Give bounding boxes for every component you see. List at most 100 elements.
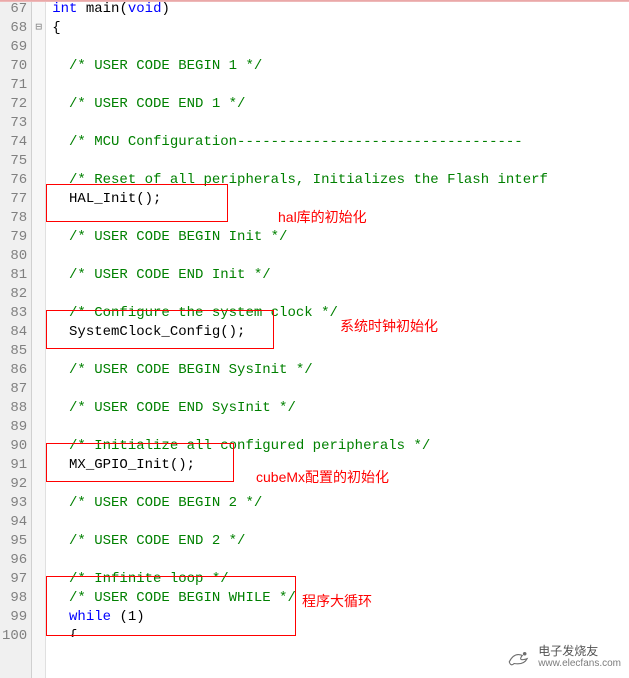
fold-column: ⊟: [32, 0, 46, 678]
code-area[interactable]: int main(void){ /* USER CODE BEGIN 1 */ …: [46, 0, 629, 678]
code-token: /* USER CODE END SysInit */: [52, 400, 296, 416]
code-token: {: [52, 628, 77, 637]
code-token: /* USER CODE BEGIN 2 */: [52, 495, 262, 511]
code-token: /* USER CODE BEGIN 1 */: [52, 58, 262, 74]
code-line[interactable]: /* USER CODE END 2 */: [52, 532, 629, 551]
code-line[interactable]: /* USER CODE BEGIN 2 */: [52, 494, 629, 513]
code-line[interactable]: /* Reset of all peripherals, Initializes…: [52, 171, 629, 190]
fold-marker: [32, 209, 45, 228]
fold-marker: [32, 285, 45, 304]
code-line[interactable]: [52, 152, 629, 171]
code-line[interactable]: HAL_Init();: [52, 190, 629, 209]
fold-marker: [32, 380, 45, 399]
line-number: 88: [2, 399, 27, 418]
code-token: void: [128, 1, 162, 17]
fold-marker: [32, 513, 45, 532]
fold-marker: [32, 76, 45, 95]
fold-marker: [32, 494, 45, 513]
code-token: /* USER CODE BEGIN WHILE */: [52, 590, 296, 606]
line-number: 67: [2, 0, 27, 19]
fold-marker: [32, 304, 45, 323]
watermark-cn: 电子发烧友: [538, 645, 621, 658]
fold-marker: [32, 627, 45, 646]
code-token: HAL_Init();: [52, 191, 161, 207]
fold-marker: [32, 247, 45, 266]
line-number: 97: [2, 570, 27, 589]
line-number: 78: [2, 209, 27, 228]
code-line[interactable]: {: [52, 627, 629, 637]
code-line[interactable]: [52, 513, 629, 532]
code-line[interactable]: /* USER CODE BEGIN 1 */: [52, 57, 629, 76]
code-line[interactable]: MX_GPIO_Init();: [52, 456, 629, 475]
code-token: [52, 609, 69, 625]
line-number: 68: [2, 19, 27, 38]
line-number: 100: [2, 627, 27, 646]
code-editor: 6768697071727374757677787980818283848586…: [0, 0, 629, 678]
line-number: 85: [2, 342, 27, 361]
code-line[interactable]: [52, 285, 629, 304]
watermark: 电子发烧友 www.elecfans.com: [506, 644, 621, 670]
fold-marker: [32, 342, 45, 361]
code-line[interactable]: [52, 76, 629, 95]
code-token: /* Initialize all configured peripherals…: [52, 438, 430, 454]
fold-marker: [32, 152, 45, 171]
line-number: 79: [2, 228, 27, 247]
code-line[interactable]: /* Infinite loop */: [52, 570, 629, 589]
line-number: 94: [2, 513, 27, 532]
code-line[interactable]: /* Configure the system clock */: [52, 304, 629, 323]
line-number: 82: [2, 285, 27, 304]
line-number: 87: [2, 380, 27, 399]
code-line[interactable]: /* MCU Configuration--------------------…: [52, 133, 629, 152]
fold-marker: [32, 95, 45, 114]
code-line[interactable]: [52, 418, 629, 437]
code-line[interactable]: [52, 380, 629, 399]
fold-marker: [32, 361, 45, 380]
fold-marker: [32, 266, 45, 285]
code-line[interactable]: /* USER CODE BEGIN WHILE */: [52, 589, 629, 608]
fold-marker: [32, 171, 45, 190]
code-line[interactable]: /* USER CODE END SysInit */: [52, 399, 629, 418]
line-number: 77: [2, 190, 27, 209]
line-number: 91: [2, 456, 27, 475]
code-line[interactable]: [52, 247, 629, 266]
elecfans-logo-icon: [506, 644, 532, 670]
code-line[interactable]: [52, 209, 629, 228]
code-line[interactable]: /* USER CODE BEGIN SysInit */: [52, 361, 629, 380]
line-number: 80: [2, 247, 27, 266]
code-line[interactable]: int main(void): [52, 0, 629, 19]
code-token: SystemClock_Config();: [52, 324, 245, 340]
code-token: /* USER CODE END 1 */: [52, 96, 245, 112]
line-number: 95: [2, 532, 27, 551]
line-number: 84: [2, 323, 27, 342]
code-line[interactable]: /* USER CODE END Init */: [52, 266, 629, 285]
code-token: MX_GPIO_Init();: [52, 457, 195, 473]
code-line[interactable]: {: [52, 19, 629, 38]
line-number-gutter: 6768697071727374757677787980818283848586…: [0, 0, 32, 678]
fold-marker: [32, 589, 45, 608]
fold-marker: [32, 190, 45, 209]
line-number: 70: [2, 57, 27, 76]
code-line[interactable]: /* USER CODE BEGIN Init */: [52, 228, 629, 247]
line-number: 90: [2, 437, 27, 456]
code-token: /* USER CODE END Init */: [52, 267, 270, 283]
code-line[interactable]: /* Initialize all configured peripherals…: [52, 437, 629, 456]
code-token: (1): [111, 609, 145, 625]
code-token: /* USER CODE END 2 */: [52, 533, 245, 549]
code-token: while: [69, 609, 111, 625]
code-line[interactable]: [52, 551, 629, 570]
fold-marker: [32, 608, 45, 627]
code-line[interactable]: while (1): [52, 608, 629, 627]
code-line[interactable]: SystemClock_Config();: [52, 323, 629, 342]
line-number: 92: [2, 475, 27, 494]
code-line[interactable]: [52, 114, 629, 133]
code-token: [77, 1, 85, 17]
code-line[interactable]: [52, 38, 629, 57]
fold-marker[interactable]: ⊟: [32, 19, 45, 38]
line-number: 98: [2, 589, 27, 608]
fold-marker: [32, 418, 45, 437]
line-number: 83: [2, 304, 27, 323]
code-line[interactable]: [52, 475, 629, 494]
code-token: main: [86, 1, 120, 17]
code-line[interactable]: [52, 342, 629, 361]
code-line[interactable]: /* USER CODE END 1 */: [52, 95, 629, 114]
